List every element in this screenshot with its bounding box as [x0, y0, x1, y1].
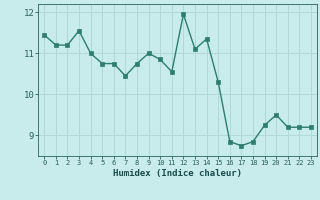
X-axis label: Humidex (Indice chaleur): Humidex (Indice chaleur)	[113, 169, 242, 178]
